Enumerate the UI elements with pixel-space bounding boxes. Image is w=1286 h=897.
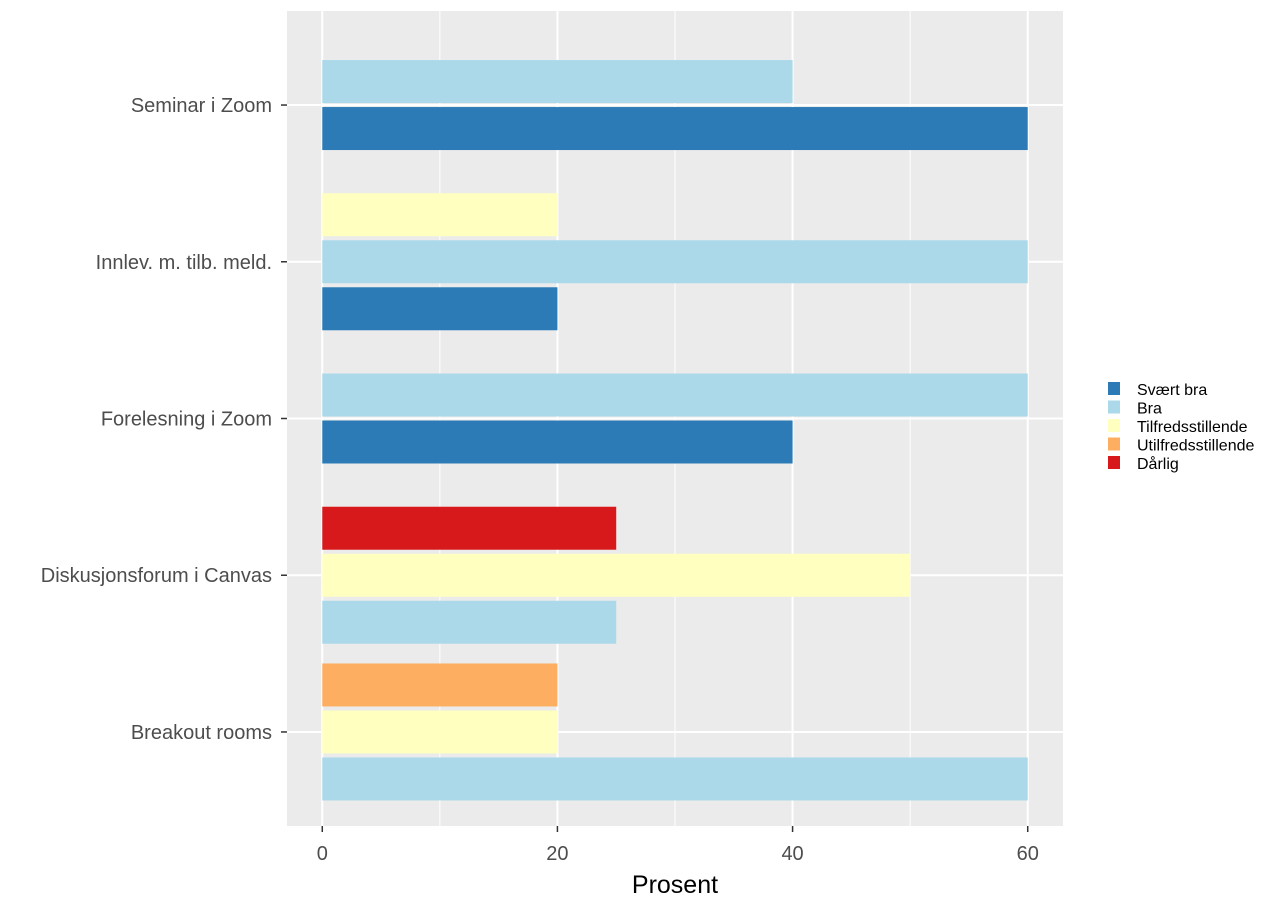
legend-key — [1108, 419, 1120, 432]
y-tick-label: Forelesning i Zoom — [101, 409, 272, 431]
bar — [322, 287, 558, 331]
x-tick-label: 0 — [317, 843, 328, 865]
legend-label: Tilfredsstillende — [1137, 419, 1248, 436]
bar — [322, 420, 793, 464]
y-tick-label: Innlev. m. tilb. meld. — [96, 252, 272, 274]
bar — [322, 506, 617, 550]
x-axis-title: Prosent — [632, 871, 718, 897]
bars — [322, 60, 1028, 801]
bar — [322, 373, 1028, 417]
legend-key — [1108, 456, 1120, 469]
legend-label: Dårlig — [1137, 455, 1179, 473]
bar — [322, 553, 911, 597]
bar — [322, 757, 1028, 801]
y-tick-label: Breakout rooms — [131, 722, 272, 744]
bar — [322, 663, 558, 707]
legend-key — [1108, 400, 1120, 414]
bar — [322, 193, 558, 237]
legend-label: Bra — [1137, 401, 1162, 418]
bar — [322, 710, 558, 754]
legend-key — [1108, 382, 1120, 395]
y-tick-label: Diskusjonsforum i Canvas — [41, 565, 272, 587]
x-tick-label: 60 — [1017, 843, 1039, 865]
legend-label: Svært bra — [1137, 382, 1207, 399]
y-axis: Seminar i Zoom Innlev. m. tilb. meld. Fore… — [41, 95, 287, 744]
x-tick-label: 40 — [781, 843, 803, 865]
legend-key — [1108, 437, 1120, 451]
x-tick-label: 20 — [546, 843, 568, 865]
bar — [322, 600, 617, 644]
y-tick-label: Seminar i Zoom — [131, 95, 272, 117]
bar — [322, 107, 1028, 151]
bar — [322, 240, 1028, 284]
x-axis: 0 20 40 60 — [317, 826, 1039, 865]
legend-label: Utilfredsstillende — [1137, 438, 1254, 455]
bar — [322, 60, 793, 104]
